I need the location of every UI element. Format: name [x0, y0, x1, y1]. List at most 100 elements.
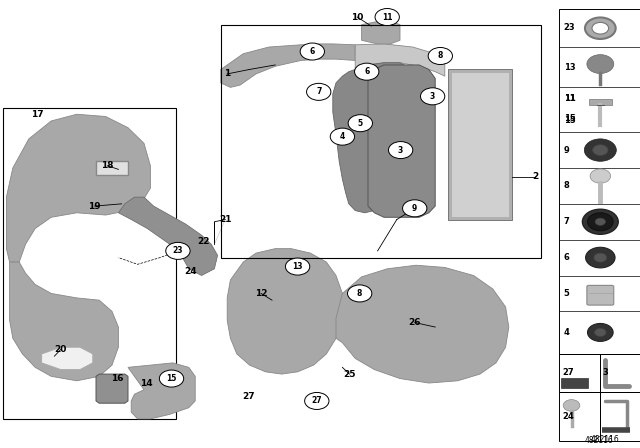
Text: 482116: 482116 [591, 435, 620, 444]
Polygon shape [118, 197, 218, 276]
Circle shape [563, 400, 580, 411]
Polygon shape [451, 72, 509, 217]
Bar [559, 9, 640, 354]
Text: 3: 3 [398, 146, 403, 155]
Polygon shape [128, 363, 195, 419]
Text: 14: 14 [140, 379, 152, 388]
Text: 21: 21 [219, 215, 232, 224]
Circle shape [595, 328, 606, 336]
Circle shape [588, 323, 613, 341]
Text: 24: 24 [562, 412, 573, 421]
Bar [600, 354, 640, 392]
Text: 9: 9 [412, 204, 417, 213]
Polygon shape [333, 63, 422, 213]
Circle shape [388, 142, 413, 159]
Text: 16: 16 [111, 374, 124, 383]
Circle shape [592, 22, 609, 34]
Circle shape [285, 258, 310, 275]
Polygon shape [448, 69, 512, 220]
Text: 15: 15 [166, 374, 177, 383]
Text: 5: 5 [564, 289, 570, 298]
Text: 9: 9 [564, 146, 570, 155]
Circle shape [584, 139, 616, 161]
Circle shape [595, 218, 605, 225]
Polygon shape [227, 249, 342, 374]
Text: 3: 3 [603, 368, 609, 377]
Polygon shape [10, 262, 118, 381]
Bar [600, 392, 640, 441]
Circle shape [159, 370, 184, 387]
Text: 4: 4 [564, 328, 570, 337]
Text: 11: 11 [382, 13, 392, 22]
Polygon shape [42, 347, 93, 370]
Text: 13: 13 [292, 262, 303, 271]
Circle shape [307, 83, 331, 100]
Text: 10: 10 [351, 13, 364, 22]
Circle shape [420, 88, 445, 105]
Text: 27: 27 [312, 396, 322, 405]
Circle shape [594, 253, 607, 262]
Text: 8: 8 [438, 52, 443, 60]
Text: 11: 11 [564, 94, 575, 103]
Text: 6: 6 [564, 253, 570, 262]
Text: 482116: 482116 [585, 436, 614, 445]
FancyBboxPatch shape [587, 285, 614, 305]
Bar [561, 378, 588, 388]
Polygon shape [221, 44, 355, 87]
Text: 27: 27 [562, 368, 573, 377]
Text: 23: 23 [173, 246, 183, 255]
Text: 15: 15 [564, 116, 575, 125]
Text: 5: 5 [358, 119, 363, 128]
Polygon shape [355, 44, 445, 76]
Text: 6: 6 [310, 47, 315, 56]
Text: 18: 18 [101, 161, 114, 170]
Circle shape [166, 242, 190, 259]
Circle shape [330, 128, 355, 145]
Bar [221, 25, 541, 258]
Circle shape [300, 43, 324, 60]
Text: 8: 8 [564, 181, 570, 190]
Polygon shape [362, 22, 400, 44]
Text: 3: 3 [430, 92, 435, 101]
Text: 6: 6 [364, 67, 369, 76]
Text: 11: 11 [564, 94, 575, 103]
Circle shape [588, 213, 613, 231]
Text: 19: 19 [88, 202, 101, 211]
Circle shape [585, 17, 616, 39]
Bar [3, 108, 176, 419]
Circle shape [582, 209, 618, 234]
Text: 22: 22 [197, 237, 210, 246]
Polygon shape [368, 65, 435, 217]
Text: 2: 2 [532, 172, 538, 181]
Polygon shape [336, 265, 509, 383]
Bar [559, 354, 600, 392]
Polygon shape [96, 161, 128, 175]
Circle shape [590, 169, 611, 183]
Text: 1: 1 [224, 69, 230, 78]
Circle shape [593, 145, 608, 155]
Circle shape [305, 392, 329, 409]
Text: 26: 26 [408, 318, 421, 327]
Circle shape [375, 9, 399, 26]
Text: 20: 20 [54, 345, 67, 354]
Circle shape [403, 200, 427, 217]
Text: 17: 17 [31, 110, 44, 119]
Text: 7: 7 [316, 87, 321, 96]
Text: 27: 27 [242, 392, 255, 401]
Text: 13: 13 [564, 63, 575, 72]
Circle shape [348, 115, 372, 132]
Bar [559, 392, 600, 441]
Text: 24: 24 [184, 267, 197, 276]
Circle shape [586, 247, 615, 268]
Text: 23: 23 [564, 23, 575, 33]
FancyBboxPatch shape [589, 99, 612, 105]
Text: 12: 12 [255, 289, 268, 298]
Text: 15: 15 [564, 114, 575, 123]
Circle shape [348, 285, 372, 302]
Text: 25: 25 [343, 370, 356, 379]
Text: 7: 7 [564, 217, 570, 226]
Circle shape [428, 47, 452, 65]
Circle shape [587, 55, 614, 73]
Text: 8: 8 [357, 289, 362, 298]
Polygon shape [96, 374, 128, 403]
